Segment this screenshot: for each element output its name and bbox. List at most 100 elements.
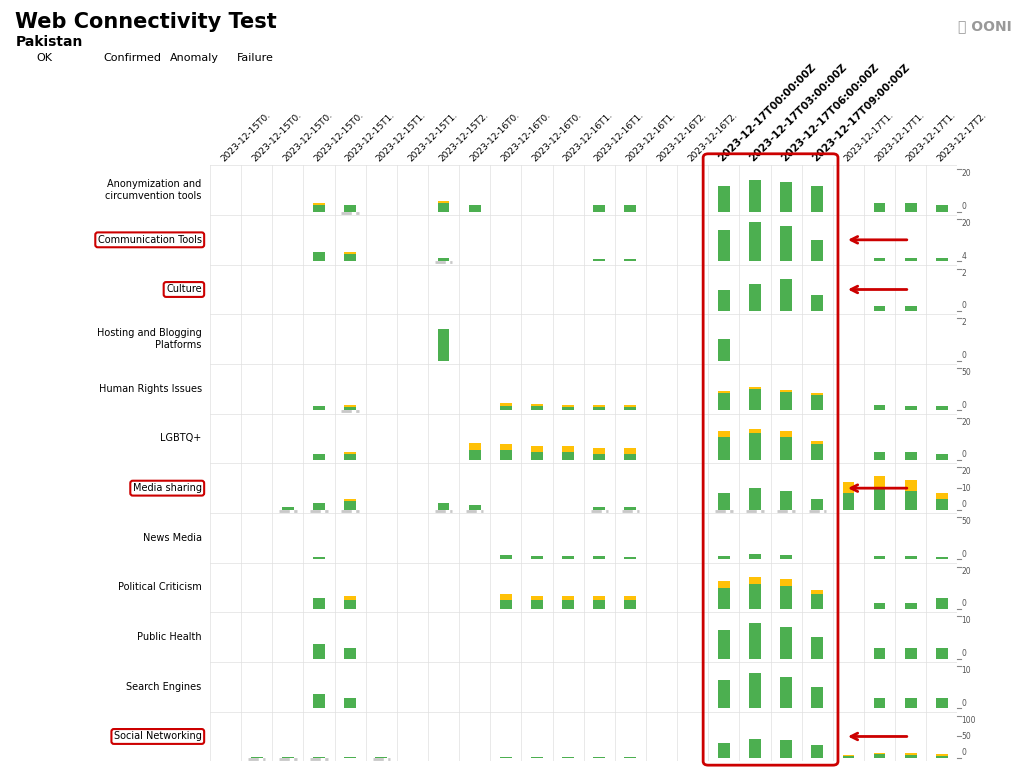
- Bar: [843, 482, 854, 493]
- Bar: [282, 508, 294, 510]
- Bar: [313, 406, 325, 410]
- Text: 50: 50: [962, 368, 972, 377]
- Text: Anonymization and
circumvention tools: Anonymization and circumvention tools: [105, 179, 202, 201]
- Text: Anomaly: Anomaly: [170, 52, 219, 63]
- Bar: [562, 556, 574, 559]
- Text: 2023-12-16T1.: 2023-12-16T1.: [624, 111, 677, 164]
- Bar: [780, 279, 792, 311]
- Bar: [313, 558, 325, 559]
- Bar: [936, 557, 948, 559]
- Bar: [344, 499, 356, 501]
- Bar: [469, 451, 480, 460]
- Bar: [344, 452, 356, 454]
- Bar: [811, 240, 823, 261]
- Bar: [780, 586, 792, 609]
- Bar: [718, 437, 730, 460]
- Text: 2023-12-16T0.: 2023-12-16T0.: [500, 111, 553, 164]
- Bar: [437, 201, 450, 203]
- Bar: [780, 555, 792, 559]
- Text: 0: 0: [962, 351, 967, 360]
- Bar: [936, 493, 948, 499]
- Text: 2023-12-15T1.: 2023-12-15T1.: [344, 111, 397, 164]
- Text: 2023-12-15T1.: 2023-12-15T1.: [375, 111, 428, 164]
- Bar: [905, 755, 916, 757]
- Bar: [625, 448, 636, 454]
- Bar: [780, 390, 792, 391]
- Bar: [593, 259, 605, 261]
- Bar: [500, 451, 512, 460]
- Bar: [873, 203, 886, 211]
- Bar: [562, 452, 574, 460]
- Bar: [750, 388, 761, 389]
- Text: Hosting and Blogging
Platforms: Hosting and Blogging Platforms: [97, 328, 202, 350]
- Text: Web Connectivity Test: Web Connectivity Test: [15, 12, 278, 32]
- Text: 50: 50: [962, 732, 972, 741]
- Bar: [811, 186, 823, 211]
- Bar: [750, 578, 761, 584]
- Bar: [905, 556, 916, 559]
- Bar: [811, 295, 823, 311]
- Text: 2023-12-16T1.: 2023-12-16T1.: [593, 111, 646, 164]
- Bar: [500, 404, 512, 406]
- Bar: [313, 252, 325, 261]
- Bar: [873, 305, 886, 311]
- Text: 2023-12-16T2.: 2023-12-16T2.: [686, 111, 739, 164]
- Bar: [936, 754, 948, 756]
- Bar: [625, 601, 636, 609]
- Bar: [750, 433, 761, 460]
- Text: 2: 2: [962, 268, 967, 278]
- Text: 100: 100: [962, 716, 976, 724]
- Bar: [780, 491, 792, 510]
- Text: 2023-12-17T1.: 2023-12-17T1.: [842, 111, 895, 164]
- Bar: [593, 454, 605, 460]
- Bar: [873, 754, 886, 757]
- Bar: [437, 203, 450, 211]
- Bar: [905, 305, 916, 311]
- Bar: [780, 627, 792, 658]
- Bar: [811, 444, 823, 460]
- Bar: [718, 391, 730, 393]
- Bar: [873, 753, 886, 754]
- Text: 20: 20: [962, 169, 971, 178]
- Text: 2023-12-17T03:00:00Z: 2023-12-17T03:00:00Z: [748, 62, 849, 164]
- Bar: [905, 258, 916, 261]
- Text: 0: 0: [962, 748, 967, 757]
- Bar: [437, 503, 450, 510]
- Bar: [500, 444, 512, 451]
- Bar: [531, 404, 543, 406]
- Text: Search Engines: Search Engines: [127, 682, 202, 692]
- Bar: [873, 697, 886, 708]
- Bar: [344, 596, 356, 601]
- Bar: [625, 405, 636, 407]
- Bar: [531, 447, 543, 452]
- Bar: [437, 329, 450, 361]
- Bar: [718, 556, 730, 559]
- Text: 2023-12-15T1.: 2023-12-15T1.: [406, 111, 459, 164]
- Bar: [625, 205, 636, 211]
- Bar: [811, 638, 823, 658]
- Bar: [873, 452, 886, 460]
- Bar: [718, 581, 730, 588]
- Bar: [811, 745, 823, 757]
- Text: Failure: Failure: [237, 52, 273, 63]
- Bar: [593, 508, 605, 510]
- Text: 0: 0: [962, 500, 967, 509]
- Bar: [625, 508, 636, 510]
- Text: 0: 0: [962, 202, 967, 211]
- Bar: [936, 648, 948, 658]
- Text: 20: 20: [962, 219, 971, 228]
- Text: 2023-12-16T0.: 2023-12-16T0.: [530, 111, 584, 164]
- Text: 10: 10: [962, 616, 971, 625]
- Bar: [750, 488, 761, 510]
- Bar: [936, 454, 948, 460]
- Text: 2023-12-15T0.: 2023-12-15T0.: [219, 111, 272, 164]
- Bar: [936, 406, 948, 410]
- Bar: [718, 229, 730, 261]
- Bar: [531, 601, 543, 609]
- Text: LGBTQ+: LGBTQ+: [161, 434, 202, 444]
- Text: 2023-12-17T00:00:00Z: 2023-12-17T00:00:00Z: [717, 62, 818, 164]
- Text: 20: 20: [962, 418, 971, 427]
- Text: Culture: Culture: [166, 285, 202, 295]
- Bar: [593, 405, 605, 407]
- Bar: [780, 391, 792, 410]
